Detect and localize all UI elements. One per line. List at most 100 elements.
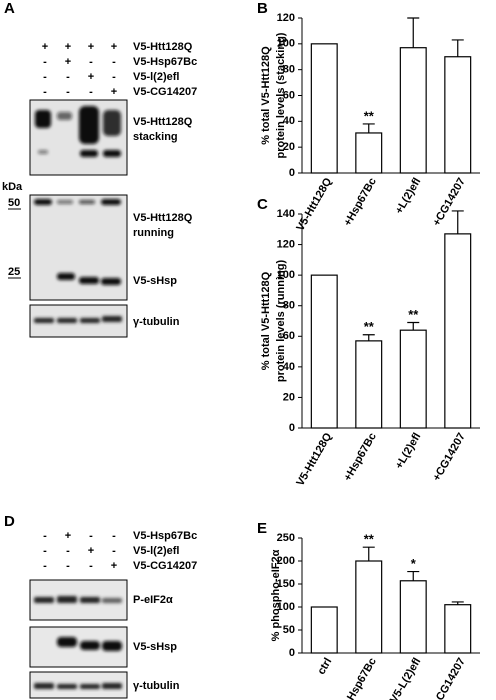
panel-label: D xyxy=(4,513,15,530)
y-tick-label: 0 xyxy=(289,167,295,179)
sign: - xyxy=(112,530,116,542)
sign: - xyxy=(112,71,116,83)
panel-label: C xyxy=(257,196,268,213)
row-label: V5-CG14207 xyxy=(133,560,197,572)
marker-label: 50 xyxy=(8,197,20,209)
error-bar xyxy=(407,17,420,48)
sign: + xyxy=(111,41,117,53)
bar xyxy=(399,329,427,429)
x-tick-label: +Hsp67Bc xyxy=(342,431,379,483)
error-bar xyxy=(451,601,464,605)
bar xyxy=(399,47,427,174)
significance: ** xyxy=(364,532,375,547)
sign: - xyxy=(66,545,70,557)
blot-label: V5-sHsp xyxy=(133,641,177,653)
y-tick-label: 60 xyxy=(283,330,295,342)
x-tick-label: +Hsp67Bc xyxy=(342,176,379,228)
y-tick-label: 140 xyxy=(277,208,295,220)
y-axis-label: protein levels (stacking) xyxy=(275,32,287,158)
row-label: V5-Htt128Q xyxy=(133,41,193,53)
sign: - xyxy=(43,560,47,572)
y-tick-label: 150 xyxy=(277,578,295,590)
blot-label: γ-tubulin xyxy=(133,680,180,692)
blot-label: V5-Htt128Q xyxy=(133,116,193,128)
panel-label: E xyxy=(257,520,267,537)
y-axis-label: % phospho-eIF2α xyxy=(270,549,282,641)
y-tick-label: 80 xyxy=(283,300,295,312)
sign: - xyxy=(89,560,93,572)
blot-peif xyxy=(29,579,128,621)
y-tick-label: 100 xyxy=(277,601,295,613)
blot-label: γ-tubulin xyxy=(133,316,180,328)
y-tick-label: 40 xyxy=(283,115,295,127)
error-bar xyxy=(362,546,375,561)
sign: - xyxy=(43,71,47,83)
sign: + xyxy=(65,56,71,68)
sign: - xyxy=(43,56,47,68)
sign: + xyxy=(65,530,71,542)
y-tick-label: 20 xyxy=(283,391,295,403)
sign: - xyxy=(112,545,116,557)
y-axis-label: protein levels (running) xyxy=(275,260,287,383)
significance: ** xyxy=(364,319,375,334)
blot-label: V5-sHsp xyxy=(133,275,177,287)
y-tick-label: 250 xyxy=(277,532,295,544)
x-tick-label: ctrl xyxy=(315,656,334,677)
bar xyxy=(310,43,338,174)
panel-label: A xyxy=(4,0,15,17)
row-label: V5-CG14207 xyxy=(133,86,197,98)
sign: - xyxy=(43,530,47,542)
significance: * xyxy=(411,556,417,571)
blot-tubulin-d xyxy=(29,671,128,699)
sign: - xyxy=(43,545,47,557)
y-tick-label: 0 xyxy=(289,647,295,659)
blot-label: running xyxy=(133,227,174,239)
x-tick-label: +CG14207 xyxy=(431,431,468,483)
sign: - xyxy=(112,56,116,68)
y-axis-label: % total V5-Htt128Q xyxy=(260,271,272,370)
bar xyxy=(355,340,383,429)
error-bar xyxy=(407,570,420,581)
error-bar xyxy=(362,123,375,133)
bar xyxy=(355,560,383,654)
x-tick-label: +L(2)efl xyxy=(393,176,423,216)
blot-shsp xyxy=(29,626,128,668)
panel-label: B xyxy=(257,0,268,17)
y-tick-label: 50 xyxy=(283,624,295,636)
sign: - xyxy=(66,71,70,83)
y-tick-label: 0 xyxy=(289,422,295,434)
row-label: V5-l(2)efl xyxy=(133,71,179,83)
sign: - xyxy=(43,86,47,98)
y-tick-label: 120 xyxy=(277,238,295,250)
row-label: V5-Hsp67Bc xyxy=(133,530,197,542)
y-tick-label: 20 xyxy=(283,141,295,153)
blot-label: V5-Htt128Q xyxy=(133,212,193,224)
error-bar xyxy=(407,321,420,331)
bar xyxy=(444,56,472,174)
y-tick-label: 60 xyxy=(283,89,295,101)
y-tick-label: 100 xyxy=(277,38,295,50)
bar xyxy=(444,604,472,654)
marker-label: 25 xyxy=(8,266,20,278)
bar xyxy=(399,580,427,654)
blot-tubulin xyxy=(29,304,128,338)
sign: + xyxy=(111,560,117,572)
blot-stacking xyxy=(29,99,128,176)
y-tick-label: 80 xyxy=(283,64,295,76)
sign: + xyxy=(42,41,48,53)
sign: - xyxy=(89,530,93,542)
sign: + xyxy=(111,86,117,98)
blot-label: stacking xyxy=(133,131,178,143)
sign: - xyxy=(89,56,93,68)
sign: + xyxy=(88,41,94,53)
sign: + xyxy=(88,71,94,83)
y-axis-label: % total V5-Htt128Q xyxy=(260,46,272,145)
x-tick-label: +V5-CG14207 xyxy=(422,656,468,700)
bar xyxy=(310,274,338,429)
sign: + xyxy=(65,41,71,53)
sign: - xyxy=(89,86,93,98)
y-tick-label: 200 xyxy=(277,555,295,567)
error-bar xyxy=(362,334,375,341)
sign: - xyxy=(66,560,70,572)
